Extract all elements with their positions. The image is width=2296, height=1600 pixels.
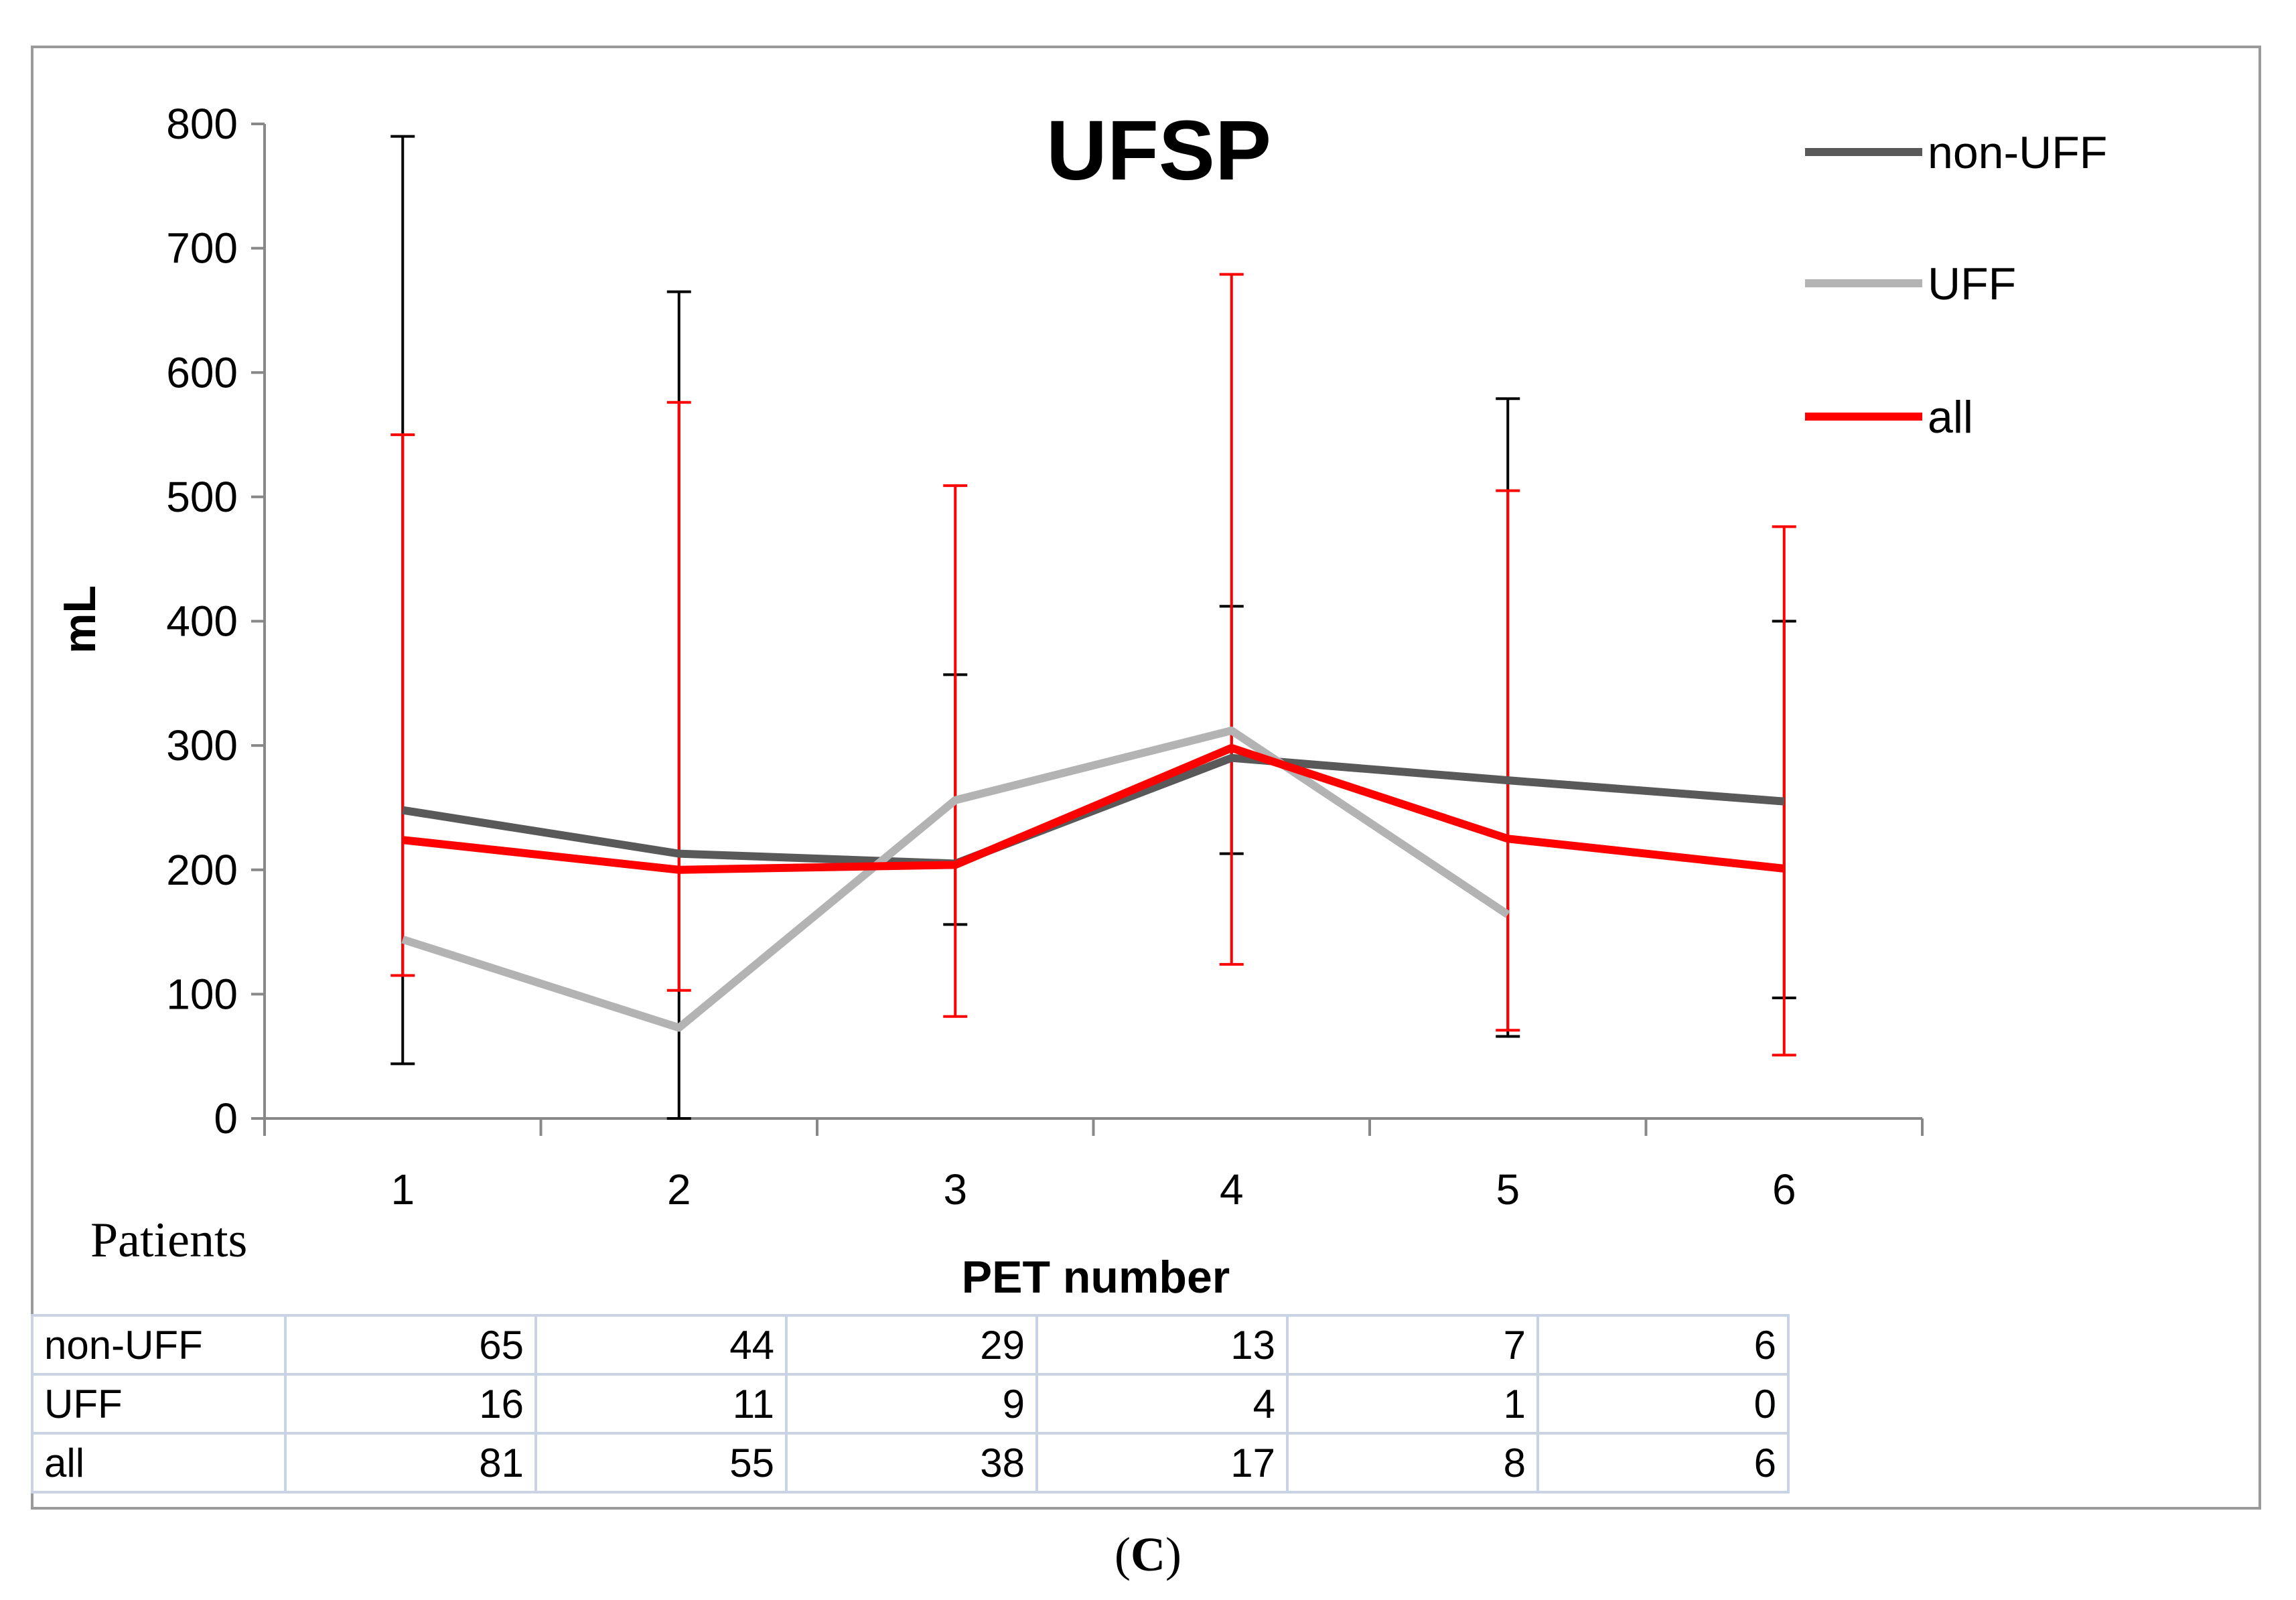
- legend-label: UFF: [1928, 259, 2016, 309]
- row-label: non-UFF: [31, 1314, 287, 1376]
- x-tick-label: 1: [390, 1165, 415, 1214]
- table-heading: Patients: [90, 1213, 248, 1268]
- series-lines: [401, 726, 1785, 1032]
- y-tick-label: 300: [166, 721, 238, 770]
- x-tick-label: 2: [667, 1165, 691, 1214]
- series-line-all: [402, 743, 1785, 874]
- table-cell: 6: [1536, 1432, 1790, 1494]
- x-tick-label: 5: [1496, 1165, 1520, 1214]
- table-cell: 1: [1286, 1373, 1539, 1435]
- y-tick-label: 400: [166, 597, 238, 646]
- y-tick-label: 600: [166, 348, 238, 396]
- table-cell: 8: [1286, 1432, 1539, 1494]
- caption-close: ): [1165, 1528, 1181, 1581]
- legend: non-UFF UFF all: [1805, 127, 2107, 443]
- error-bar-all: [1219, 273, 1244, 966]
- y-tick-label: 0: [214, 1094, 238, 1143]
- series-line-uff: [401, 726, 1510, 1032]
- table-cell: 65: [284, 1314, 537, 1376]
- table-cell: 0: [1536, 1373, 1790, 1435]
- table-row: UFF 16 11 9 4 1 0: [31, 1373, 1790, 1435]
- x-tick-label: 6: [1772, 1165, 1796, 1214]
- table-cell: 6: [1536, 1314, 1790, 1376]
- table-row: non-UFF 65 44 29 13 7 6: [31, 1314, 1790, 1376]
- legend-item-uff: UFF: [1805, 259, 2016, 309]
- y-tick-label: 100: [166, 970, 238, 1018]
- y-axis-title: mL: [54, 585, 105, 654]
- table-cell: 11: [534, 1373, 788, 1435]
- x-tick-label: 4: [1220, 1165, 1244, 1214]
- error-bars: [390, 135, 1796, 1120]
- table-cell: 9: [785, 1373, 1038, 1435]
- table-cell: 4: [1035, 1373, 1289, 1435]
- legend-label: non-UFF: [1928, 127, 2107, 178]
- chart-title: UFSP: [1046, 103, 1271, 198]
- row-label: all: [31, 1432, 287, 1494]
- patients-table: non-UFF 65 44 29 13 7 6 UFF 16 11 9 4 1 0 all 81 55 38 17 8…: [31, 1314, 1790, 1494]
- x-tick-label: 3: [943, 1165, 967, 1214]
- row-label: UFF: [31, 1373, 287, 1435]
- table-cell: 17: [1035, 1432, 1289, 1494]
- y-tick-label: 700: [166, 224, 238, 273]
- legend-item-non-uff: non-UFF: [1805, 127, 2107, 178]
- x-axis-title: PET number: [962, 1252, 1230, 1303]
- table-cell: 29: [785, 1314, 1038, 1376]
- error-bar-all: [943, 484, 968, 1018]
- table-cell: 13: [1035, 1314, 1289, 1376]
- y-tick-label: 500: [166, 473, 238, 521]
- error-bar-all: [390, 433, 415, 977]
- table-row: all 81 55 38 17 8 6: [31, 1432, 1790, 1494]
- axes: 0 100 200 300 400 500 600 700 800 1 2 3 4 5 6: [166, 100, 1924, 1214]
- table-cell: 7: [1286, 1314, 1539, 1376]
- legend-label: all: [1928, 392, 1973, 443]
- error-bar-all: [1772, 525, 1796, 1057]
- table-cell: 38: [785, 1432, 1038, 1494]
- table-cell: 81: [284, 1432, 537, 1494]
- caption-letter: C: [1131, 1528, 1165, 1581]
- caption-open: (: [1115, 1528, 1131, 1581]
- figure-caption: (C): [0, 1527, 2296, 1583]
- error-bar-all: [666, 401, 691, 992]
- table-cell: 55: [534, 1432, 788, 1494]
- figure-frame: [31, 46, 2261, 1510]
- table-cell: 16: [284, 1373, 537, 1435]
- error-bar-all: [1496, 489, 1520, 1032]
- y-tick-label: 200: [166, 846, 238, 894]
- legend-item-all: all: [1805, 392, 1973, 443]
- table-cell: 44: [534, 1314, 788, 1376]
- y-tick-label: 800: [166, 100, 238, 148]
